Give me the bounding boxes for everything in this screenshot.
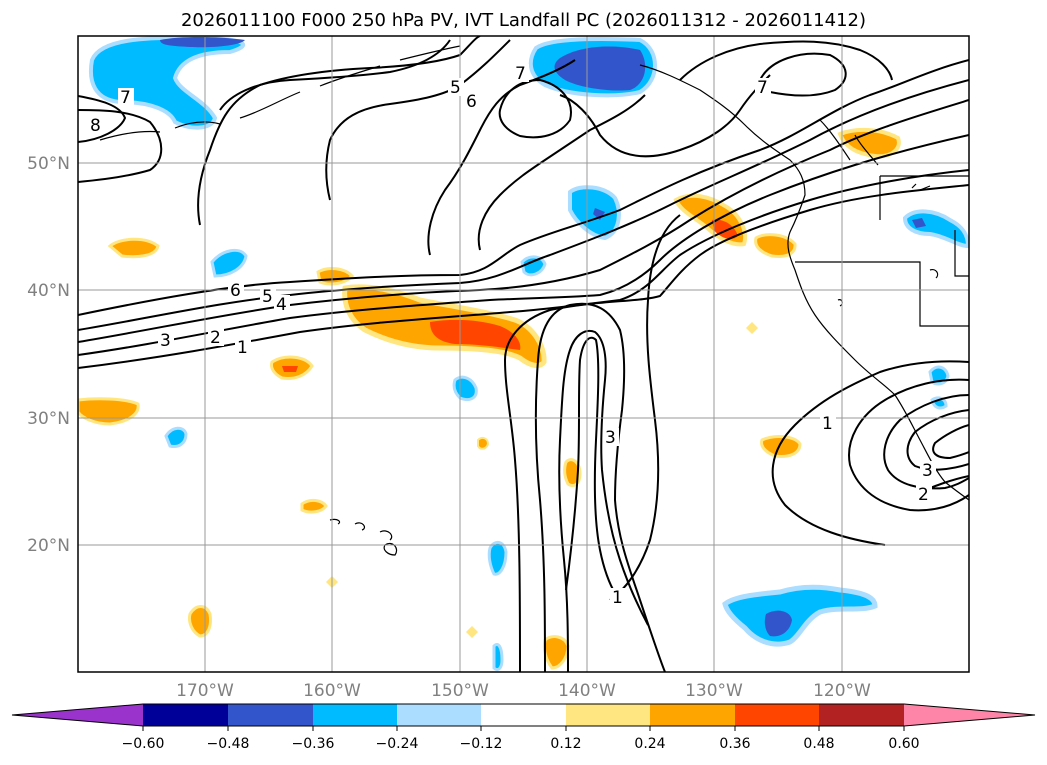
lat-label: 40°N (27, 281, 70, 301)
lon-label: 170°W (176, 681, 234, 701)
contour-label: 3 (605, 428, 616, 448)
colorbar-tick-label: −0.36 (292, 736, 335, 752)
contour-label: 7 (120, 88, 131, 108)
colorbar-tick-label: −0.12 (460, 736, 503, 752)
longitude-labels: 170°W 160°W 150°W 140°W 130°W 120°W (176, 681, 871, 701)
contour-label: 8 (90, 116, 101, 136)
contour-label: 3 (160, 331, 171, 351)
colorbar-segment (735, 704, 819, 726)
contour-label: 5 (450, 78, 461, 98)
colorbar-tick-label: 0.24 (634, 736, 665, 752)
colorbar-ticks (142, 726, 905, 731)
colorbar-tick-label: −0.60 (122, 736, 165, 752)
lon-label: 120°W (813, 681, 871, 701)
colorbar-tick-label: 0.48 (803, 736, 834, 752)
colorbar: −0.60 −0.48 −0.36 −0.24 −0.12 0.12 0.24 … (11, 703, 1036, 752)
coastlines (99, 45, 969, 556)
contour-label: 1 (822, 414, 833, 434)
contour-label: 5 (262, 287, 273, 307)
lon-label: 130°W (685, 681, 743, 701)
colorbar-tick-label: −0.48 (207, 736, 250, 752)
map-title: 2026011100 F000 250 hPa PV, IVT Landfall… (180, 10, 867, 31)
contour-label: 1 (612, 588, 623, 608)
colorbar-segment (481, 704, 566, 726)
colorbar-extend-low (12, 704, 143, 726)
map-frame (77, 35, 970, 673)
contour-label: 6 (466, 92, 477, 112)
gridlines (78, 36, 969, 672)
colorbar-segment (228, 704, 313, 726)
colorbar-tick-label: 0.12 (550, 736, 581, 752)
lat-label: 50°N (27, 154, 70, 174)
contour-label: 2 (918, 485, 929, 505)
colorbar-extend-high (904, 704, 1035, 726)
pv-negative-shading (89, 36, 969, 672)
colorbar-segment (566, 704, 650, 726)
colorbar-tick-label: 0.60 (888, 736, 919, 752)
map-area: 8 7 5 6 7 7 6 5 4 3 2 1 3 1 (78, 36, 969, 672)
contour-label: 6 (230, 281, 241, 301)
contour-label: 1 (237, 338, 248, 358)
contour-label: 7 (515, 64, 526, 84)
contour-label: 7 (757, 78, 768, 98)
colorbar-segment (313, 704, 397, 726)
lon-label: 160°W (303, 681, 361, 701)
colorbar-tick-label: 0.36 (719, 736, 750, 752)
contour-label-group: 8 7 5 6 7 7 6 5 4 3 2 1 3 1 (88, 64, 936, 608)
lat-label: 30°N (27, 409, 70, 429)
colorbar-segment (819, 704, 904, 726)
contour-label: 3 (922, 461, 933, 481)
lon-label: 140°W (558, 681, 616, 701)
colorbar-segment (397, 704, 481, 726)
contour-label: 4 (276, 295, 287, 315)
colorbar-segment (650, 704, 735, 726)
colorbar-segment (143, 704, 228, 726)
lat-label: 20°N (27, 536, 70, 556)
latitude-labels: 50°N 40°N 30°N 20°N (27, 154, 70, 556)
contour-label: 2 (210, 328, 221, 348)
colorbar-tick-label: −0.24 (376, 736, 419, 752)
lon-label: 150°W (431, 681, 489, 701)
